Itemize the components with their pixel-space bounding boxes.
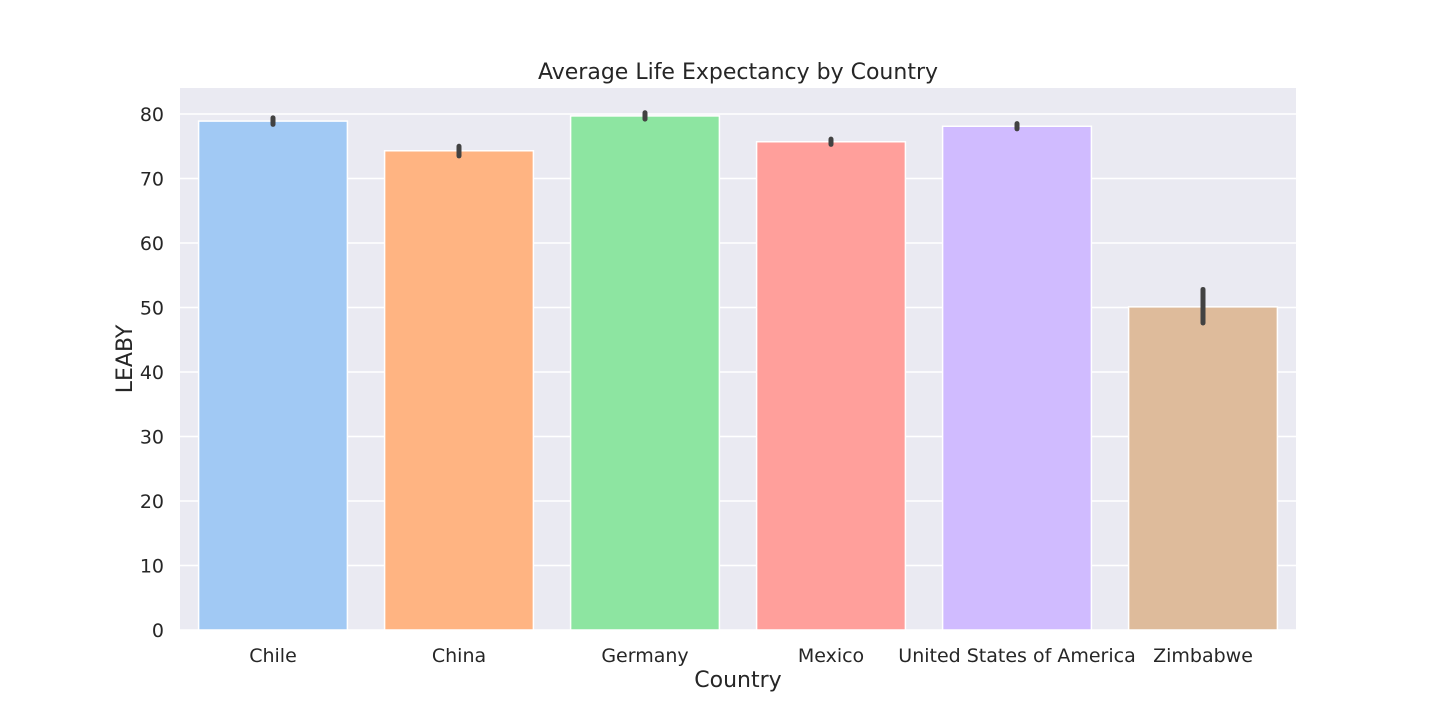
bar	[755, 140, 907, 631]
y-tick-label: 50	[140, 298, 164, 320]
y-tick-label: 70	[140, 169, 164, 191]
y-tick-label: 40	[140, 362, 164, 384]
y-tick-label: 20	[140, 491, 164, 513]
x-tick-label: Germany	[601, 645, 688, 667]
bar	[941, 125, 1093, 631]
bar	[1127, 306, 1279, 631]
x-tick-label: Zimbabwe	[1153, 645, 1253, 667]
x-tick-label: United States of America	[898, 645, 1135, 667]
bars	[197, 115, 1279, 631]
chart-title: Average Life Expectancy by Country	[538, 60, 938, 85]
x-tick-label: China	[432, 645, 486, 667]
y-tick-label: 60	[140, 233, 164, 255]
error-bars	[270, 110, 1206, 326]
y-tick-label: 0	[152, 620, 164, 642]
grid-lines	[180, 113, 1296, 631]
x-tick-label: Mexico	[798, 645, 864, 667]
x-axis-label: Country	[694, 668, 781, 693]
y-tick-label: 80	[140, 104, 164, 126]
y-tick-labels: 0 10 20 30 40 50 60 70 80	[140, 104, 164, 642]
x-tick-labels: Chile China Germany Mexico United States of …	[249, 645, 1253, 667]
y-axis-label: LEABY	[113, 324, 138, 393]
bar	[197, 120, 349, 631]
y-tick-label: 30	[140, 427, 164, 449]
bar	[569, 115, 721, 631]
y-tick-label: 10	[140, 556, 164, 578]
x-tick-label: Chile	[249, 645, 297, 667]
bar	[383, 150, 535, 631]
